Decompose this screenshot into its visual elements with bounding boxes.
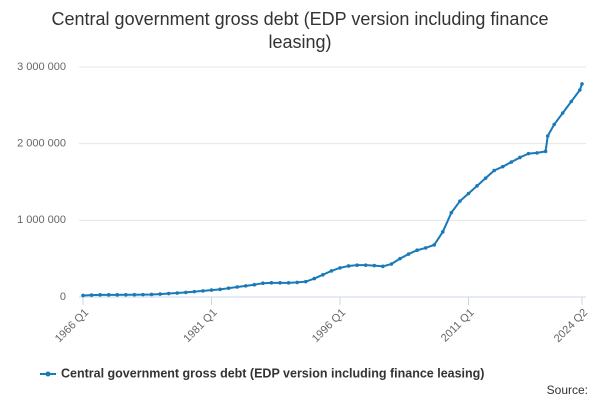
point — [569, 99, 574, 104]
point — [158, 292, 162, 296]
point — [406, 252, 411, 256]
point — [235, 285, 239, 289]
source: Source: — [547, 383, 588, 397]
x-tick-label: 1996 Q1 — [310, 307, 348, 345]
point — [346, 264, 351, 268]
point — [552, 122, 556, 127]
point — [269, 281, 274, 285]
y-tick-label: 0 — [60, 291, 66, 303]
y-tick-label: 3 000 000 — [17, 61, 66, 73]
point — [183, 290, 188, 295]
point — [218, 287, 222, 292]
point — [440, 230, 445, 234]
point — [492, 168, 496, 173]
point — [500, 164, 505, 169]
point — [243, 284, 248, 288]
point — [124, 292, 128, 297]
series-line — [82, 83, 583, 297]
point — [209, 288, 214, 292]
y-tick-label: 1 000 000 — [17, 214, 66, 226]
point — [475, 184, 479, 188]
point — [149, 292, 154, 297]
point — [545, 134, 550, 138]
point — [252, 282, 257, 287]
point — [423, 246, 428, 250]
point — [389, 262, 394, 266]
point — [458, 199, 462, 203]
point — [355, 263, 359, 267]
point — [466, 191, 471, 196]
point — [278, 281, 282, 285]
point — [526, 151, 531, 156]
point — [483, 176, 488, 180]
x-tick-label: 2011 Q1 — [439, 307, 477, 345]
point — [432, 243, 437, 247]
point — [535, 151, 539, 155]
point — [560, 111, 565, 115]
point — [312, 276, 317, 281]
point — [226, 286, 231, 290]
point — [518, 155, 522, 160]
point — [166, 291, 171, 296]
chart-title: Central government gross debt (EDP versi… — [51, 9, 549, 52]
point — [89, 293, 94, 297]
legend-marker — [45, 371, 51, 377]
point — [580, 82, 584, 86]
point — [321, 272, 325, 277]
point — [201, 289, 205, 293]
point — [509, 160, 514, 164]
point — [578, 88, 582, 92]
point — [363, 263, 368, 267]
point — [449, 210, 454, 215]
x-tick-label: 1966 Q1 — [53, 307, 91, 345]
x-tick-label: 1981 Q1 — [181, 307, 219, 345]
point — [261, 281, 265, 286]
point — [141, 292, 145, 297]
x-tick-label: 2024 Q2 — [552, 307, 590, 345]
point — [106, 293, 111, 297]
point — [543, 149, 548, 154]
point — [175, 291, 180, 295]
point — [329, 269, 334, 273]
point — [338, 266, 342, 270]
y-tick-label: 2 000 000 — [17, 138, 66, 150]
point — [81, 293, 85, 298]
point — [381, 264, 385, 269]
point — [398, 256, 402, 261]
point — [415, 248, 419, 253]
point — [115, 293, 120, 297]
legend-label: Central government gross debt (EDP versi… — [61, 366, 484, 380]
point — [372, 263, 377, 268]
point — [192, 289, 197, 294]
point — [132, 292, 137, 297]
point — [98, 293, 102, 297]
point — [303, 279, 308, 284]
point — [295, 280, 299, 285]
point — [286, 281, 291, 285]
